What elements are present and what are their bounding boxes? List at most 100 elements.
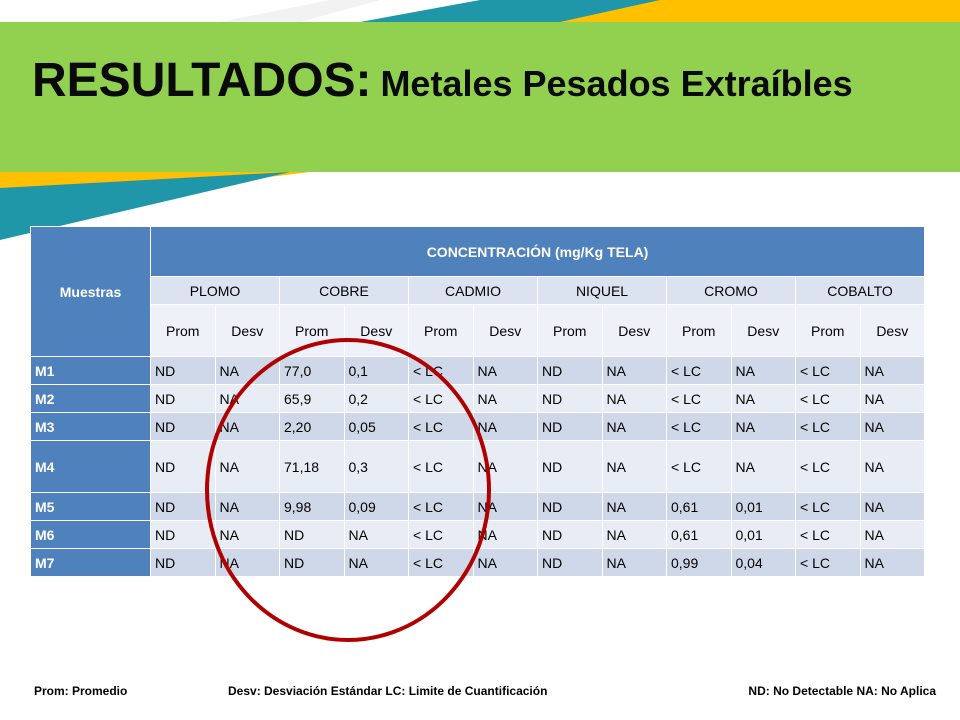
table-cell: NA [472, 520, 538, 549]
table-cell: < LC [795, 548, 861, 577]
table-cell: 0,01 [730, 492, 796, 521]
table-cell: ND [537, 412, 603, 441]
stat-header: Desv [214, 304, 280, 357]
footer-nd-na-note: ND: No Detectable NA: No Aplica [748, 684, 936, 698]
metal-header: COBRE [279, 276, 409, 305]
table-cell: NA [472, 384, 538, 413]
table-cell: < LC [795, 356, 861, 385]
table-cell: ND [537, 356, 603, 385]
table-cell: ND [537, 520, 603, 549]
table-cell: NA [859, 384, 926, 413]
table-cell: NA [601, 440, 667, 493]
table-cell: ND [150, 520, 216, 549]
table-cell: 0,01 [730, 520, 796, 549]
table-cell: 77,0 [279, 356, 345, 385]
table-cell: < LC [795, 492, 861, 521]
table-row: M4 ND NA 71,18 0,3 < LC NA ND NA < LC NA < LC NA [30, 440, 926, 493]
row-label: M2 [30, 384, 151, 413]
table-cell: ND [537, 384, 603, 413]
table-cell: 0,2 [343, 384, 409, 413]
row-label: M6 [30, 520, 151, 549]
table-cell: 0,09 [343, 492, 409, 521]
table-cell: NA [214, 492, 280, 521]
stat-header: Prom [408, 304, 474, 357]
table-cell: ND [150, 384, 216, 413]
table-cell: NA [859, 548, 926, 577]
table-cell: < LC [408, 412, 474, 441]
table-cell: < LC [408, 492, 474, 521]
table-cell: 2,20 [279, 412, 345, 441]
table-cell: ND [537, 492, 603, 521]
table-cell: NA [601, 492, 667, 521]
table-row: M6 ND NA ND NA < LC NA ND NA 0,61 0,01 < LC NA [30, 520, 926, 549]
table-cell: 0,99 [666, 548, 732, 577]
concentracion-header: CONCENTRACIÓN (mg/Kg TELA) [149, 226, 926, 277]
table-row: M7 ND NA ND NA < LC NA ND NA 0,99 0,04 < LC NA [30, 548, 926, 577]
stat-header: Prom [537, 304, 603, 357]
muestras-header: Muestras [30, 226, 151, 357]
footer-desv-lc-note: Desv: Desviación Estándar LC: Limite de … [228, 684, 548, 698]
slide-title: RESULTADOS: Metales Pesados Extraíbles [32, 50, 932, 116]
table-cell: < LC [666, 384, 732, 413]
table-cell: 0,1 [343, 356, 409, 385]
table-cell: 0,3 [343, 440, 409, 493]
table-cell: NA [214, 520, 280, 549]
row-label: M1 [30, 356, 151, 385]
table-cell: 0,05 [343, 412, 409, 441]
row-label: M3 [30, 412, 151, 441]
table-cell: NA [730, 356, 796, 385]
stat-header: Prom [150, 304, 216, 357]
stat-header: Desv [601, 304, 667, 357]
table-cell: NA [730, 412, 796, 441]
table-cell: < LC [795, 384, 861, 413]
results-table: Muestras CONCENTRACIÓN (mg/Kg TELA) PLOM… [30, 226, 926, 577]
table-cell: ND [537, 440, 603, 493]
table-row: M5 ND NA 9,98 0,09 < LC NA ND NA 0,61 0,01 < LC NA [30, 492, 926, 521]
table-cell: NA [472, 548, 538, 577]
row-label: M4 [30, 440, 151, 493]
stat-header: Desv [343, 304, 409, 357]
stat-header-row: Prom Desv Prom Desv Prom Desv Prom Desv Prom Desv… [31, 304, 926, 357]
table-cell: NA [214, 356, 280, 385]
stat-header: Desv [730, 304, 796, 357]
top-decorative-stripes [220, 0, 960, 22]
table-cell: NA [601, 548, 667, 577]
table-cell: 9,98 [279, 492, 345, 521]
table-cell: ND [150, 356, 216, 385]
left-decorative-stripes [0, 172, 310, 240]
table-cell: 0,61 [666, 492, 732, 521]
metal-header: CROMO [666, 276, 796, 305]
stat-header: Desv [859, 304, 926, 357]
table-cell: NA [859, 356, 926, 385]
table-cell: NA [601, 384, 667, 413]
table-cell: ND [150, 440, 216, 493]
table-body: M1 ND NA 77,0 0,1 < LC NA ND NA < LC NA < LC NA M2 ND N… [30, 356, 926, 577]
table-cell: < LC [408, 356, 474, 385]
table-cell: < LC [795, 520, 861, 549]
table-cell: < LC [795, 440, 861, 493]
table-row: M3 ND NA 2,20 0,05 < LC NA ND NA < LC NA < LC NA [30, 412, 926, 441]
stat-header: Prom [279, 304, 345, 357]
title-sub: Metales Pesados Extraíbles [380, 63, 853, 104]
table-cell: ND [279, 520, 345, 549]
title-main: RESULTADOS: [32, 54, 372, 107]
table-cell: NA [214, 440, 280, 493]
row-label: M5 [30, 492, 151, 521]
table-cell: NA [472, 440, 538, 493]
table-cell: < LC [666, 440, 732, 493]
table-cell: NA [472, 356, 538, 385]
table-cell: NA [472, 492, 538, 521]
stat-header: Desv [472, 304, 538, 357]
table-cell: ND [150, 412, 216, 441]
table-cell: NA [730, 440, 796, 493]
metal-header: PLOMO [150, 276, 280, 305]
stat-header: Prom [666, 304, 732, 357]
table-cell: NA [859, 492, 926, 521]
table-cell: < LC [408, 384, 474, 413]
table-cell: NA [601, 356, 667, 385]
table-cell: NA [343, 520, 409, 549]
table-cell: NA [472, 412, 538, 441]
table-cell: NA [601, 520, 667, 549]
footer-notes: Prom: Promedio Desv: Desviación Estándar… [0, 684, 960, 704]
table-cell: < LC [408, 520, 474, 549]
